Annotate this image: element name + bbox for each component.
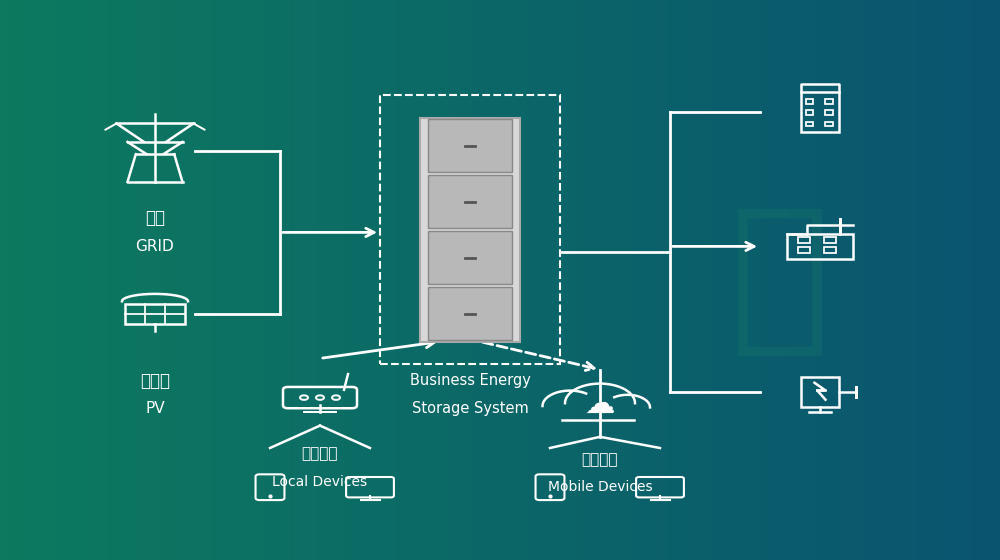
Text: 🚗: 🚗 (730, 198, 830, 362)
Text: ☁: ☁ (585, 390, 615, 419)
Bar (825, 99, 833, 104)
Text: 电网: 电网 (145, 209, 165, 227)
Bar (825, 122, 833, 127)
Bar (798, 247, 810, 253)
FancyBboxPatch shape (428, 231, 512, 284)
FancyBboxPatch shape (428, 175, 512, 228)
Bar (825, 110, 833, 115)
Bar (125, 305, 185, 324)
Bar (806, 110, 813, 115)
Bar (801, 377, 839, 408)
Text: GRID: GRID (136, 239, 174, 254)
Text: Storage System: Storage System (412, 402, 528, 416)
Bar (787, 234, 853, 259)
Text: 移动设备: 移动设备 (582, 452, 618, 466)
Text: 本地设备: 本地设备 (302, 446, 338, 461)
Bar (824, 247, 836, 253)
Bar (801, 92, 839, 132)
FancyBboxPatch shape (428, 287, 512, 340)
Bar (824, 237, 836, 242)
Bar (798, 237, 810, 242)
FancyBboxPatch shape (420, 118, 520, 342)
Text: Business Energy: Business Energy (410, 374, 530, 388)
Text: Mobile Devices: Mobile Devices (548, 480, 652, 494)
Text: PV: PV (145, 402, 165, 416)
FancyBboxPatch shape (428, 119, 512, 172)
Text: 太阳能: 太阳能 (140, 372, 170, 390)
Bar (806, 99, 813, 104)
Bar (806, 122, 813, 127)
Text: Local Devices: Local Devices (272, 475, 368, 488)
